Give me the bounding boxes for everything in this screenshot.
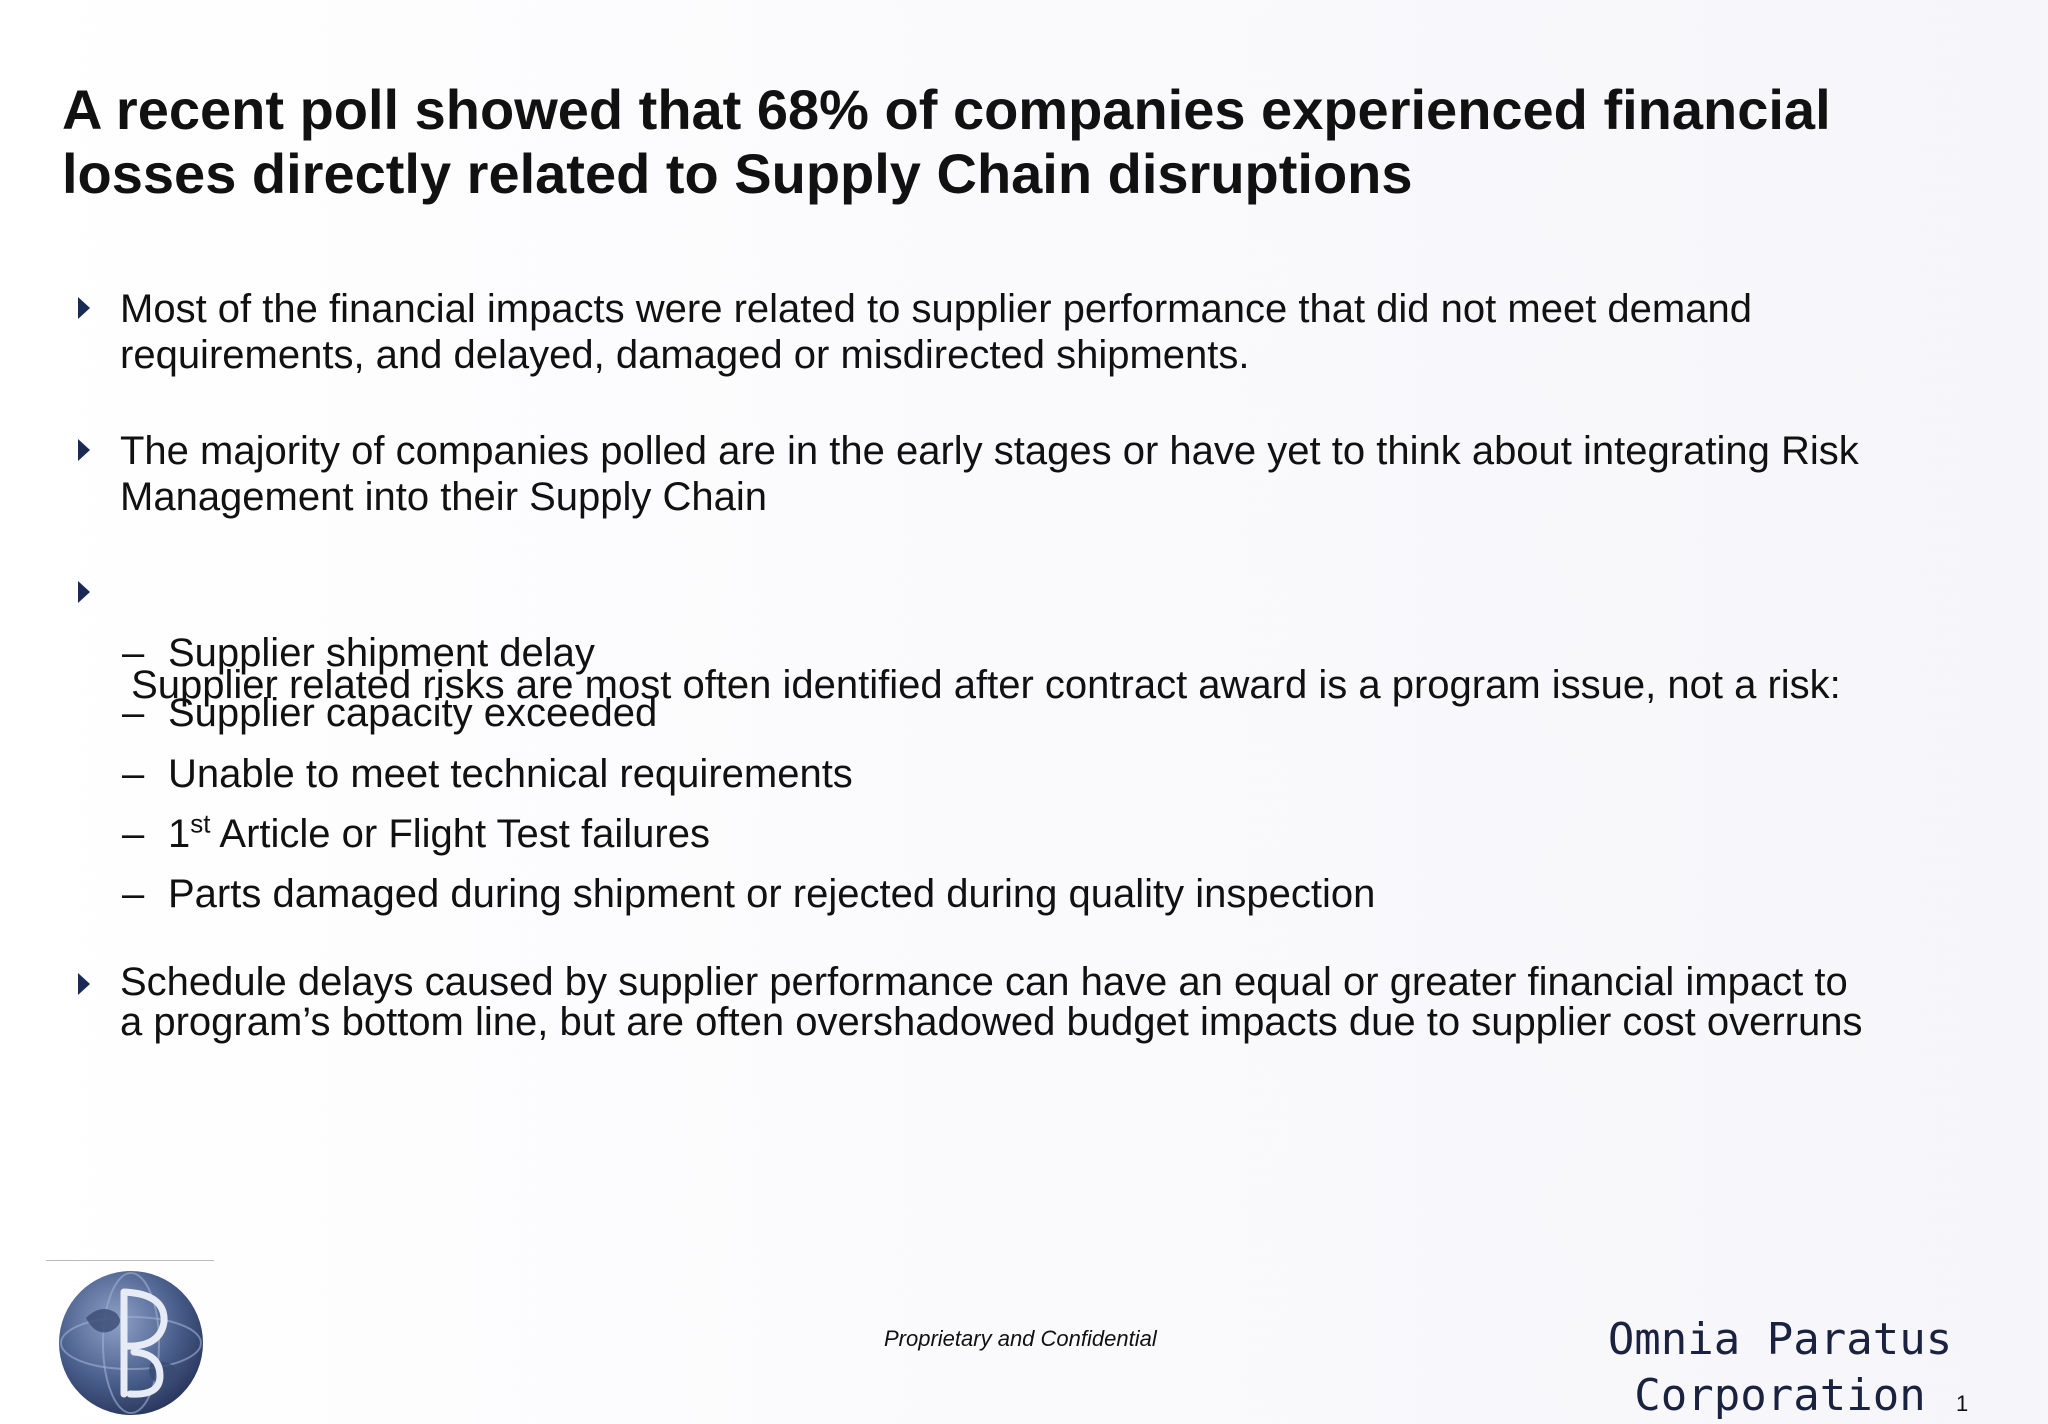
- company-name-line-2: Corporation: [1634, 1370, 1926, 1421]
- bullet-4-line-1: Schedule delays caused by supplier perfo…: [120, 960, 1848, 1004]
- bullet-2-line-1: The majority of companies polled are in …: [120, 429, 1859, 473]
- sub-item-2-text: Supplier capacity exceeded: [168, 691, 658, 735]
- sub-item-4-rest: Article or Flight Test failures: [210, 812, 710, 856]
- bullet-1-text: Most of the financial impacts were relat…: [120, 286, 1752, 378]
- triangle-bullet-icon: [78, 581, 90, 603]
- footer-divider: [46, 1260, 214, 1261]
- omnia-paratus-globe-logo-icon: [59, 1271, 203, 1415]
- triangle-bullet-icon: [78, 439, 90, 461]
- dash-bullet: –: [122, 752, 145, 796]
- sub-item-4-text: 1st Article or Flight Test failures: [168, 811, 710, 857]
- slide-title-line-2: losses directly related to Supply Chain …: [62, 142, 1413, 205]
- slide-title-line-1: A recent poll showed that 68% of compani…: [62, 78, 1831, 141]
- bullet-3-text: Supplier related risks are most often id…: [120, 570, 1841, 800]
- bullet-4-line-2: a program’s bottom line, but are often o…: [120, 1000, 1863, 1044]
- company-name: Omnia Paratus Corporation: [1580, 1312, 1980, 1424]
- sub-item-4-superscript: st: [190, 808, 211, 839]
- bullet-3-line-1: Supplier related risks are most often id…: [120, 663, 1841, 707]
- dash-bullet: –: [122, 872, 145, 916]
- company-name-line-1: Omnia Paratus: [1607, 1314, 1953, 1365]
- sub-item-4-number: 1: [168, 812, 191, 856]
- dash-bullet: –: [122, 812, 145, 856]
- sub-item-5-text: Parts damaged during shipment or rejecte…: [168, 872, 1376, 916]
- dash-bullet: –: [122, 691, 145, 735]
- triangle-bullet-icon: [78, 297, 90, 319]
- slide-title: A recent poll showed that 68% of compani…: [62, 78, 2002, 206]
- sub-item-1-text: Supplier shipment delay: [168, 631, 595, 675]
- dash-bullet: –: [122, 631, 145, 675]
- bullet-4-text: Schedule delays caused by supplier perfo…: [120, 962, 1862, 1042]
- sub-item-3-text: Unable to meet technical requirements: [168, 752, 853, 796]
- bullet-2-line-2: Management into their Supply Chain: [120, 475, 768, 519]
- bullet-1-line-2: requirements, and delayed, damaged or mi…: [120, 333, 1250, 377]
- triangle-bullet-icon: [78, 973, 90, 995]
- confidential-notice: Proprietary and Confidential: [884, 1326, 1157, 1351]
- bullet-2-text: The majority of companies polled are in …: [120, 428, 1859, 520]
- page-number: 1: [1956, 1391, 1969, 1416]
- bullet-1-line-1: Most of the financial impacts were relat…: [120, 287, 1752, 331]
